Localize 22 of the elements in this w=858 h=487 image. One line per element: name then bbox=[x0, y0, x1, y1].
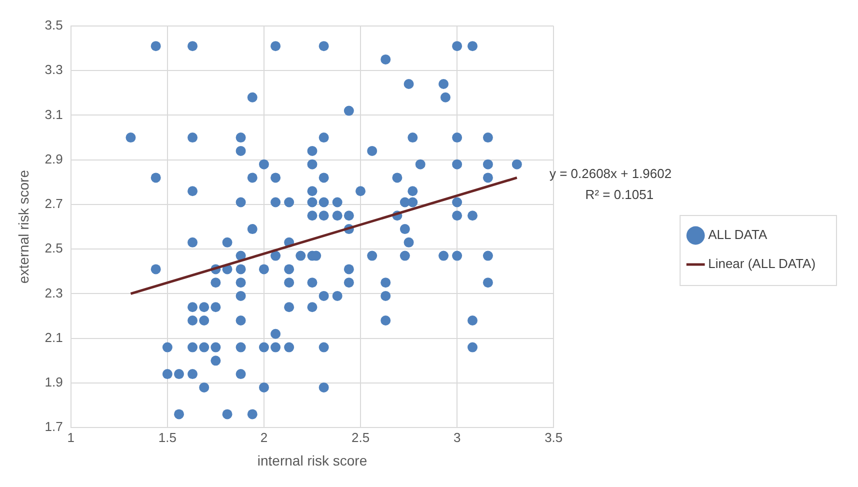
y-tick-label: 3.3 bbox=[44, 62, 63, 78]
y-tick-label: 3.5 bbox=[44, 18, 63, 33]
y-tick-label: 2.7 bbox=[44, 196, 63, 212]
y-axis-title: external risk score bbox=[15, 170, 32, 284]
text: R² = 0.1051 bbox=[585, 187, 654, 202]
x-tick-label: 2.5 bbox=[351, 430, 370, 445]
x-tick-label: 1 bbox=[67, 430, 74, 445]
x-tick-label: 3.5 bbox=[544, 430, 563, 445]
legend-label: ALL DATA bbox=[708, 227, 768, 242]
y-tick-label: 2.5 bbox=[44, 240, 63, 256]
x-tick-label: 1.5 bbox=[158, 430, 176, 445]
x-axis-title: internal risk score bbox=[257, 452, 368, 468]
annotation: y = 0.2608x + 1.9602 bbox=[549, 166, 672, 182]
y-tick-label: 2.1 bbox=[44, 330, 63, 345]
y-tick-label: 1.9 bbox=[44, 374, 63, 390]
x-tick-label: 3 bbox=[453, 430, 461, 445]
y-tick-label: 2.3 bbox=[44, 285, 63, 300]
y-tick-label: 2.9 bbox=[44, 151, 63, 166]
legend-label: Linear (ALL DATA) bbox=[708, 256, 816, 272]
y-tick-label: 1.7 bbox=[44, 419, 63, 434]
x-tick-label: 2 bbox=[260, 430, 268, 445]
y-tick-label: 3.1 bbox=[44, 106, 63, 122]
